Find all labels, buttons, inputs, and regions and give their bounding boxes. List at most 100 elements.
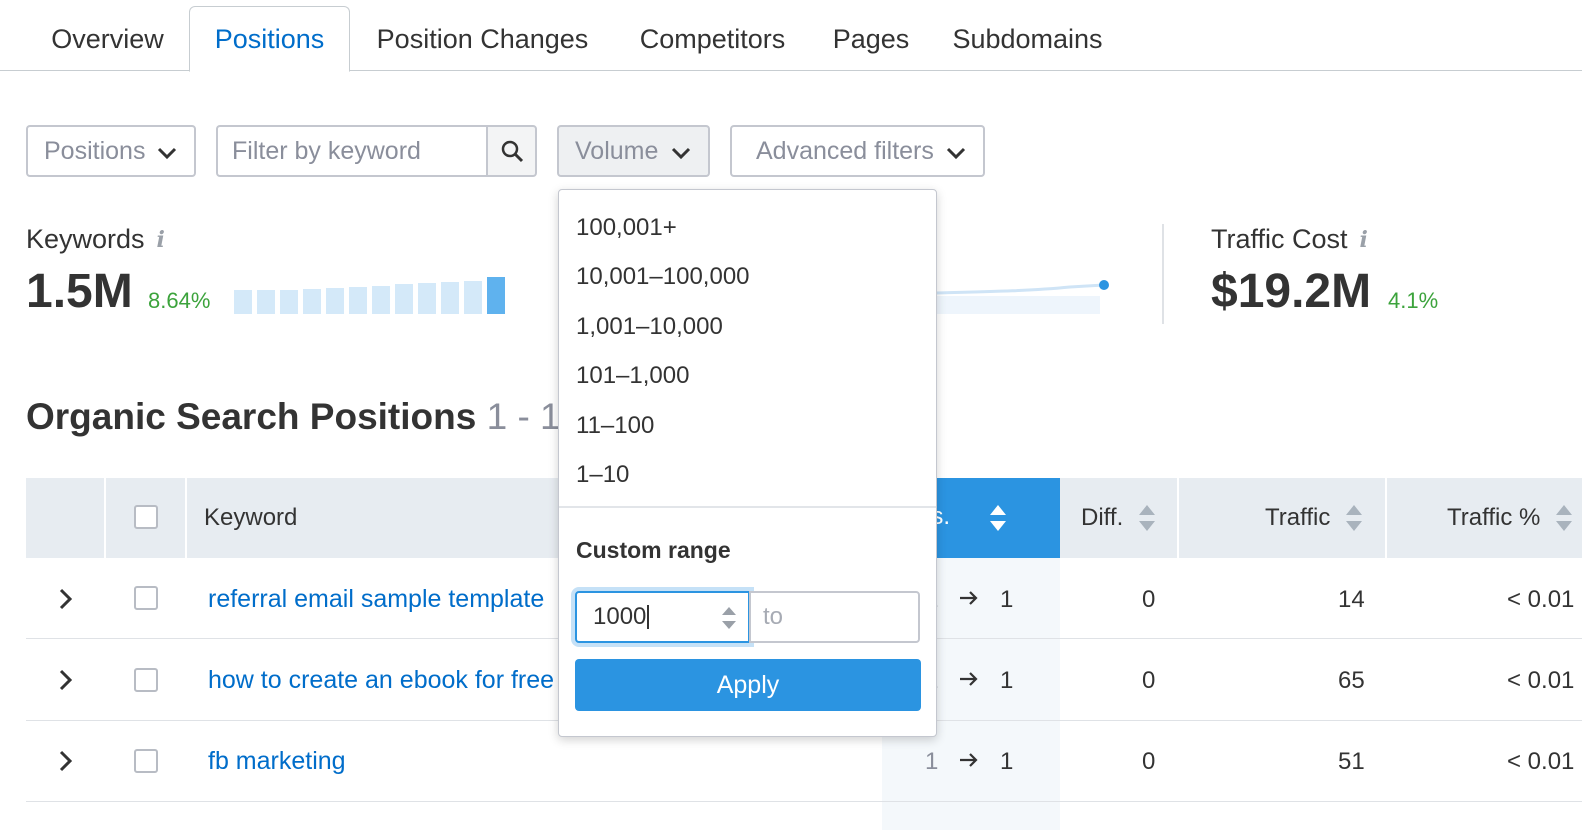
volume-option[interactable]: 10,001–100,000 (576, 263, 750, 290)
traffic-percent-column-header[interactable]: Traffic % (1447, 478, 1574, 558)
custom-range-label: Custom range (576, 537, 731, 563)
arrow-right-icon (960, 753, 978, 767)
tab-pages[interactable]: Pages (832, 24, 910, 54)
traffic-percent-value: < 0.01 (1507, 748, 1575, 775)
column-separator (1385, 478, 1387, 558)
current-position: 1 (1000, 586, 1014, 613)
sort-icon (1556, 505, 1573, 531)
keyword-link[interactable]: how to create an ebook for free (208, 666, 555, 694)
tab-overview[interactable]: Overview (51, 24, 164, 54)
current-position: 1 (1000, 667, 1014, 694)
traffic-percent-value: < 0.01 (1507, 667, 1575, 694)
keyword-link[interactable]: referral email sample template (208, 585, 545, 613)
tab-positions[interactable]: Positions (189, 6, 350, 72)
traffic-percent-header-label: Traffic % (1447, 504, 1541, 531)
table-row (26, 721, 1582, 802)
keyword-link[interactable]: fb marketing (208, 747, 346, 775)
traffic-value: 14 (1338, 586, 1365, 613)
chevron-down-icon (671, 147, 691, 160)
trend-bar (395, 284, 413, 314)
traffic-value: 51 (1338, 748, 1365, 775)
position-diff: 0 (1142, 748, 1156, 775)
column-separator (104, 478, 106, 558)
trend-bar (372, 286, 390, 314)
traffic-header-label: Traffic (1265, 504, 1331, 531)
expand-row-chevron-icon[interactable] (56, 587, 76, 611)
traffic-value: 65 (1338, 667, 1365, 694)
expand-row-chevron-icon[interactable] (56, 668, 76, 692)
traffic-percent-value: < 0.01 (1507, 586, 1575, 613)
keyword-column-header[interactable]: Keyword (204, 504, 298, 531)
volume-option[interactable]: 101–1,000 (576, 362, 690, 389)
chevron-down-icon (157, 147, 177, 160)
apply-button[interactable]: Apply (575, 659, 921, 711)
info-icon[interactable]: i (156, 226, 165, 253)
metrics-divider (1162, 224, 1164, 324)
row-checkbox[interactable] (134, 749, 158, 773)
traffic-cost-metric-label: Traffic Cost i (1211, 224, 1368, 255)
trend-bar (303, 289, 321, 314)
range-to-input[interactable]: to (749, 591, 920, 643)
sort-icon (1139, 505, 1156, 531)
column-separator (185, 478, 187, 558)
volume-filter-label: Volume (575, 136, 659, 165)
trend-bar (349, 287, 367, 314)
sort-icon (1346, 505, 1363, 531)
expand-row-chevron-icon[interactable] (56, 749, 76, 773)
tab-competitors[interactable]: Competitors (639, 24, 786, 54)
keywords-value: 1.5M (26, 265, 133, 318)
trend-bar-current (487, 277, 505, 314)
traffic-column-header[interactable]: Traffic (1265, 478, 1364, 558)
volume-option[interactable]: 1–10 (576, 461, 630, 488)
volume-option[interactable]: 11–100 (576, 412, 655, 439)
keywords-label-text: Keywords (26, 224, 145, 254)
sort-icon (990, 505, 1006, 531)
traffic-cost-value: $19.2M (1211, 265, 1372, 318)
tab-subdomains[interactable]: Subdomains (952, 24, 1103, 54)
advanced-filters-label: Advanced filters (756, 136, 934, 165)
keyword-search-button[interactable] (486, 125, 537, 177)
volume-option[interactable]: 1,001–10,000 (576, 313, 723, 340)
positions-filter-label: Positions (44, 136, 146, 165)
select-all-checkbox[interactable] (134, 505, 158, 529)
section-title-text: Organic Search Positions (26, 396, 477, 437)
arrow-right-icon (960, 591, 978, 605)
tab-position-changes[interactable]: Position Changes (376, 24, 589, 54)
trend-bar (418, 283, 436, 314)
dropdown-divider (559, 506, 936, 508)
keyword-filter-input[interactable]: Filter by keyword (216, 125, 488, 177)
page-title: Organic Search Positions 1 - 10 (26, 396, 581, 438)
traffic-cost-delta: 4.1% (1388, 288, 1439, 313)
arrow-right-icon (960, 672, 978, 686)
row-checkbox[interactable] (134, 586, 158, 610)
keywords-metric-label: Keywords i (26, 224, 165, 255)
info-icon[interactable]: i (1359, 226, 1368, 253)
trend-bar (441, 282, 459, 314)
volume-option[interactable]: 100,001+ (576, 214, 677, 241)
range-from-input[interactable]: 1000 (575, 591, 750, 643)
current-position: 1 (1000, 748, 1014, 775)
keywords-delta: 8.64% (148, 288, 211, 313)
trend-bar (280, 290, 298, 314)
trend-bar (464, 281, 482, 314)
positions-filter-button[interactable]: Positions (26, 125, 196, 177)
position-diff: 0 (1142, 667, 1156, 694)
diff-header-label: Diff. (1081, 504, 1124, 531)
previous-position: 1 (925, 748, 939, 775)
number-stepper-icon[interactable] (720, 603, 738, 633)
trend-bar (234, 290, 252, 314)
position-diff: 0 (1142, 586, 1156, 613)
advanced-filters-button[interactable]: Advanced filters (730, 125, 985, 177)
volume-filter-button[interactable]: Volume (557, 125, 710, 177)
text-cursor (647, 605, 650, 629)
report-tabs: Overview Positions Position Changes Comp… (0, 0, 1582, 72)
column-separator (1177, 478, 1179, 558)
row-checkbox[interactable] (134, 668, 158, 692)
trend-bar (257, 290, 275, 314)
diff-column-header[interactable]: Diff. (1081, 478, 1157, 558)
range-from-value: 1000 (593, 603, 647, 630)
chevron-down-icon (946, 147, 966, 160)
trend-bar (326, 288, 344, 314)
search-icon (501, 140, 523, 163)
volume-dropdown-menu: 100,001+ 10,001–100,000 1,001–10,000 101… (558, 189, 937, 737)
